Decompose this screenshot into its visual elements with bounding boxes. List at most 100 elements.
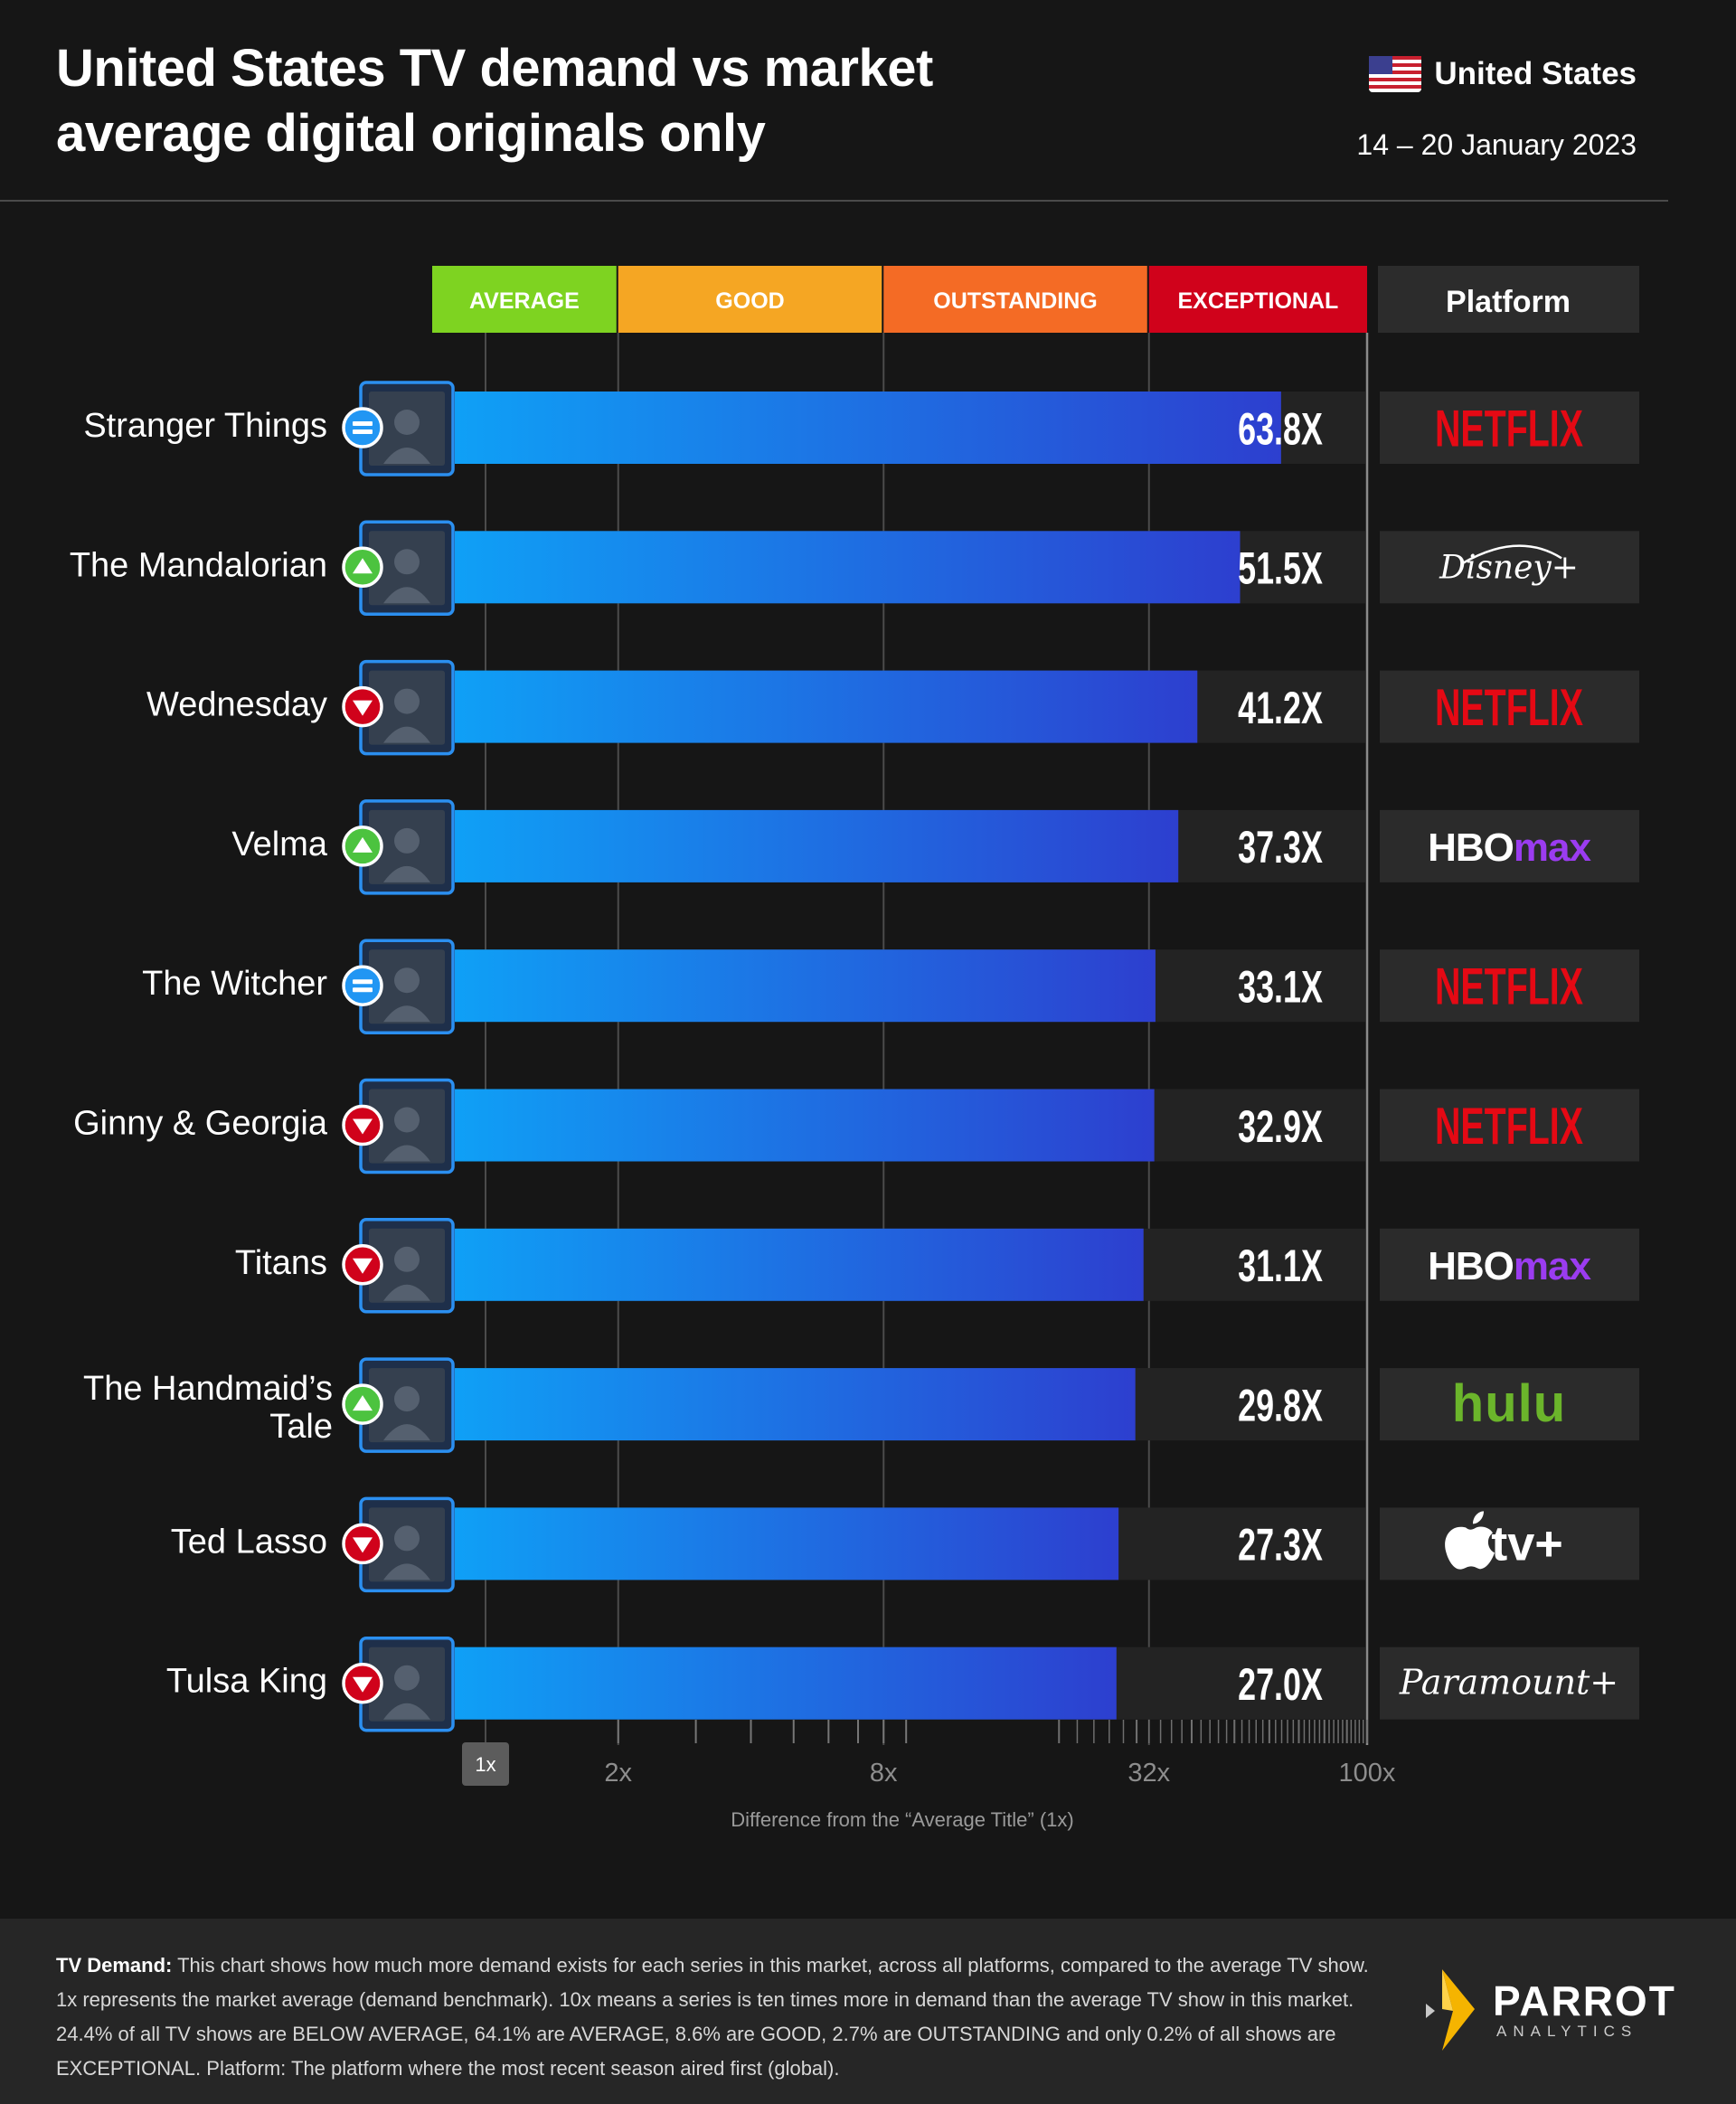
band-good [618, 266, 882, 333]
thumbnail-figure-icon [394, 1246, 420, 1272]
footer-body: This chart shows how much more demand ex… [56, 1954, 1369, 2080]
tick-label: 32x [1127, 1759, 1170, 1788]
platform-cell [1380, 809, 1639, 882]
chart-row: 37.3X Velma HBOmax [231, 799, 1639, 895]
platform-logo-netflix: NETFLIX [1435, 400, 1583, 458]
platform-logo-netflix: NETFLIX [1435, 679, 1583, 737]
show-title: Tulsa King [166, 1663, 327, 1701]
platform-logo-appletv: tv+ [1491, 1516, 1563, 1571]
equals-icon [353, 979, 373, 985]
chart-row: 32.9X Ginny & Georgia NETFLIX [73, 1078, 1639, 1175]
platform-logo-paramount: Paramount+ [1399, 1663, 1618, 1703]
show-title: Velma [231, 826, 327, 863]
chart-row: 29.8X The Handmaid’s Tale hulu [83, 1357, 1639, 1453]
band-label: AVERAGE [469, 288, 580, 314]
thumbnail-figure-icon [394, 967, 420, 994]
thumbnail-figure-icon [383, 448, 430, 464]
parrot-logo-icon [1426, 1969, 1475, 2051]
footer-panel [0, 1919, 1736, 2104]
show-title-line: The Handmaid’s [83, 1370, 333, 1408]
brand-name: PARROT [1493, 1977, 1676, 2024]
apple-icon [1445, 1511, 1495, 1570]
value-label: 31.1X [1238, 1242, 1323, 1292]
show-title: The Witcher [142, 965, 327, 1003]
disney-arc-icon [1461, 544, 1562, 565]
value-label: 63.8X [1238, 405, 1323, 455]
show-title: The Mandalorian [70, 546, 327, 584]
footer-lead: TV Demand: [56, 1954, 173, 1977]
chart-row: 41.2X Wednesday NETFLIX [146, 659, 1639, 756]
brand-subtitle: ANALYTICS [1496, 2023, 1638, 2040]
chart-row: 27.3X Ted Lasso tv+ [171, 1496, 1639, 1593]
hbo-part: HBO [1428, 1244, 1514, 1288]
platform-cell [1380, 531, 1639, 604]
thumbnail-figure-icon [394, 1386, 420, 1412]
thumbnail-figure-icon [383, 1563, 430, 1580]
arrow-up-icon [353, 1395, 373, 1411]
value-label: 51.5X [1238, 544, 1323, 594]
max-part: max [1514, 826, 1592, 870]
hbo-part: HBO [1428, 826, 1514, 870]
equals-icon [353, 429, 373, 434]
arrow-up-icon [353, 836, 373, 853]
platform-logo-netflix: NETFLIX [1435, 1097, 1583, 1155]
arrow-down-icon [353, 1118, 373, 1135]
demand-bar[interactable] [455, 670, 1198, 743]
demand-bar[interactable] [455, 1368, 1136, 1441]
band-average [432, 266, 617, 333]
us-flag-icon [1369, 56, 1422, 92]
platform-cell [1380, 1646, 1639, 1720]
band-outstanding [883, 266, 1147, 333]
trend-same-icon [342, 965, 383, 1006]
platform-logo-hbomax: HBOmax [1428, 826, 1591, 870]
show-title: Ginny & Georgia [73, 1105, 328, 1143]
thumbnail-figure-icon [394, 1525, 420, 1552]
show-title: Ted Lasso [171, 1523, 327, 1561]
value-label: 41.2X [1238, 684, 1323, 733]
tick-label: 8x [870, 1759, 898, 1788]
thumbnail-figure-icon [383, 1284, 430, 1301]
platform-header: Platform [1446, 285, 1571, 319]
value-label: 27.3X [1238, 1521, 1323, 1571]
value-label: 29.8X [1238, 1382, 1323, 1431]
chart-row: 63.8X Stranger Things NETFLIX [83, 381, 1639, 476]
arrow-down-icon [353, 700, 373, 716]
demand-bar[interactable] [455, 949, 1156, 1023]
thumbnail-figure-icon [394, 688, 420, 714]
equals-icon [353, 421, 373, 426]
thumbnail-figure-icon [394, 1665, 420, 1691]
demand-bar[interactable] [455, 1646, 1117, 1720]
demand-bar[interactable] [455, 1228, 1144, 1301]
date-range: 14 – 20 January 2023 [1356, 128, 1637, 161]
parrot-analytics-logo: PARROT ANALYTICS [1424, 1969, 1676, 2051]
tick-label: 2x [604, 1759, 632, 1788]
platform-logo-hbomax: HBOmax [1428, 1244, 1591, 1288]
footer-note: TV Demand: This chart shows how much mor… [56, 1948, 1376, 2086]
tick-1x-badge [462, 1742, 509, 1786]
demand-bar[interactable] [455, 1089, 1155, 1162]
demand-bar[interactable] [455, 392, 1281, 464]
value-label: 32.9X [1238, 1102, 1323, 1152]
platform-cell [1380, 670, 1639, 743]
platform-cell [1380, 1507, 1639, 1580]
platform-logo-netflix: NETFLIX [1435, 958, 1583, 1015]
header-divider [0, 200, 1668, 202]
thumbnail-figure-icon [383, 1145, 430, 1162]
platform-cell [1380, 1228, 1639, 1301]
region-indicator: United States [1369, 56, 1637, 92]
demand-bar[interactable] [455, 1507, 1119, 1580]
chart-row: 31.1X Titans HBOmax [235, 1218, 1639, 1314]
demand-bar[interactable] [455, 531, 1241, 604]
thumbnail-figure-icon [383, 1005, 430, 1023]
arrow-up-icon [353, 558, 373, 574]
show-title-line: Tale [269, 1408, 333, 1446]
platform-cell [1380, 949, 1639, 1023]
show-title: Wednesday [146, 686, 327, 724]
max-part: max [1514, 1244, 1592, 1288]
platform-cell [1380, 392, 1639, 464]
show-title: Stranger Things [83, 407, 327, 445]
demand-bar[interactable] [455, 809, 1179, 882]
tick-label: 100x [1339, 1759, 1396, 1788]
